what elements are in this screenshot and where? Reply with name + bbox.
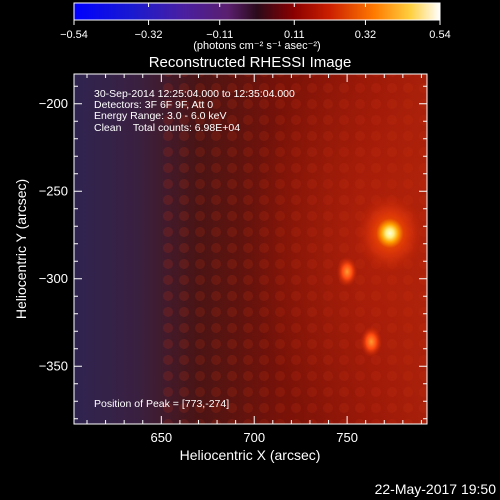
y-axis-tick-labels: −200 −250 −300 −350 <box>39 96 68 374</box>
colorbar-tick-label: 0.54 <box>429 29 450 41</box>
colorbar-tick-label: −0.11 <box>206 29 233 41</box>
annotation-energy-range: Energy Range: 3.0 - 6.0 keV <box>94 110 227 122</box>
flare-sources <box>336 193 424 358</box>
annotation-counts: Clean Total counts: 6.98E+04 <box>94 122 240 134</box>
x-axis-ticks <box>86 74 422 424</box>
image-area <box>74 74 427 424</box>
y-tick-label: −350 <box>39 358 68 373</box>
chart-title: Reconstructed RHESSI Image <box>149 54 352 71</box>
x-tick-label: 650 <box>150 430 172 445</box>
y-tick-label: −200 <box>39 96 68 111</box>
colorbar-tick-labels: −0.54 −0.32 −0.11 0.11 0.32 0.54 <box>60 29 451 41</box>
x-axis-tick-labels: 650 700 750 <box>150 430 357 445</box>
x-axis-label: Heliocentric X (arcsec) <box>180 447 321 463</box>
annotation-detectors: Detectors: 3F 6F 9F, Att 0 <box>94 99 213 111</box>
x-tick-label: 700 <box>243 430 265 445</box>
annotation-time-range: 30-Sep-2014 12:25:04.000 to 12:35:04.000 <box>94 88 295 100</box>
colorbar-tick-label: −0.54 <box>60 29 88 41</box>
x-tick-label: 750 <box>336 430 358 445</box>
y-axis-label: Heliocentric Y (arcsec) <box>13 179 29 319</box>
flare-source-main <box>367 209 412 258</box>
colorbar-label: (photons cm⁻² s⁻¹ asec⁻²) <box>193 40 320 52</box>
colorbar-gradient <box>73 2 441 21</box>
colorbar-tick-label: 0.11 <box>284 29 305 41</box>
colorbar: −0.54 −0.32 −0.11 0.11 0.32 0.54 (photons cm⁻… <box>60 2 451 52</box>
flare-source-secondary <box>336 256 358 288</box>
y-tick-label: −250 <box>39 183 68 198</box>
colorbar-ticks <box>73 3 441 25</box>
colorbar-tick-label: 0.32 <box>355 29 376 41</box>
flare-source-secondary <box>360 325 383 358</box>
y-tick-label: −300 <box>39 271 68 286</box>
annotation-block: 30-Sep-2014 12:25:04.000 to 12:35:04.000… <box>94 88 295 134</box>
y-axis-ticks <box>74 85 427 420</box>
peak-position-label: Position of Peak = [773,-274] <box>94 398 229 410</box>
colorbar-tick-label: −0.32 <box>135 29 163 41</box>
footer-timestamp: 22-May-2017 19:50 <box>375 481 497 497</box>
plot-frame <box>73 73 428 425</box>
